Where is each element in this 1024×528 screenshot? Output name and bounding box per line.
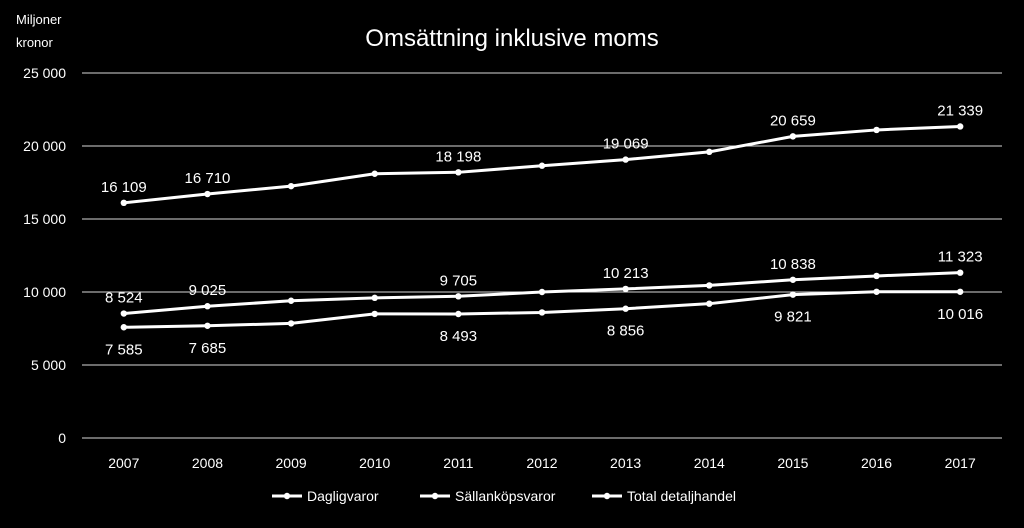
x-tick-label: 2007	[108, 455, 139, 471]
data-labels: 7 585 7 685 8 493 8 856 9 821 10 016 8 524 9 02…	[101, 102, 983, 358]
data-point-s-llank-psvaror	[873, 272, 880, 280]
x-tick-label: 2011	[443, 455, 473, 471]
data-label: 8 524	[105, 290, 143, 307]
data-point-total-detaljhandel	[538, 162, 546, 169]
data-point-s-llank-psvaror	[956, 269, 964, 276]
data-label: 9 705	[440, 272, 478, 289]
legend: Dagligvaror Sällanköpsvaror Total detaljha…	[272, 488, 736, 504]
x-tick-label: 2008	[192, 455, 223, 471]
data-point-dagligvaror	[789, 291, 797, 298]
data-label: 21 339	[937, 102, 983, 119]
data-point-total-detaljhandel	[204, 190, 211, 198]
y-axis-unit-line-1: Miljoner	[16, 12, 62, 27]
data-label: 16 109	[101, 179, 147, 196]
data-point-dagligvaror	[956, 288, 964, 295]
data-point-dagligvaror	[622, 305, 629, 312]
data-point-total-detaljhandel	[622, 156, 629, 163]
x-tick-label: 2015	[777, 455, 808, 471]
data-label: 8 856	[607, 323, 645, 340]
x-tick-label: 2010	[359, 455, 390, 471]
y-tick-label: 25 000	[23, 65, 66, 81]
legend-label-s-llank-psvaror: Sällanköpsvaror	[455, 488, 556, 504]
chart-title: Omsättning inklusive moms	[365, 25, 658, 52]
data-label: 19 069	[603, 136, 649, 153]
data-point-total-detaljhandel	[120, 199, 128, 207]
data-point-dagligvaror	[873, 288, 880, 295]
data-label: 7 685	[189, 340, 227, 357]
x-tick-label: 2013	[610, 455, 641, 471]
y-axis-unit-line-2: kronor	[16, 35, 54, 50]
data-label: 9 821	[774, 309, 812, 326]
y-tick-label: 0	[58, 430, 66, 446]
data-label: 10 016	[937, 306, 983, 323]
data-point-total-detaljhandel	[287, 182, 295, 190]
data-point-s-llank-psvaror	[622, 285, 629, 293]
data-label: 10 213	[603, 265, 649, 282]
data-label: 10 838	[770, 256, 816, 273]
data-point-dagligvaror	[120, 324, 128, 331]
gridlines	[82, 72, 1002, 439]
data-point-s-llank-psvaror	[538, 288, 546, 296]
y-tick-label: 15 000	[23, 211, 66, 227]
data-label: 11 323	[938, 249, 983, 266]
legend-marker-total-detaljhandel	[603, 492, 611, 500]
legend-marker-s-llank-psvaror	[431, 492, 439, 500]
data-point-s-llank-psvaror	[204, 303, 211, 310]
y-axis-ticks: 0 5 000 10 000 15 000 20 000 25 000	[23, 65, 66, 446]
data-label: 9 025	[189, 282, 227, 299]
data-point-dagligvaror	[204, 322, 211, 329]
legend-marker-dagligvaror	[283, 492, 291, 500]
data-point-s-llank-psvaror	[455, 293, 462, 300]
data-point-total-detaljhandel	[455, 169, 462, 176]
x-tick-label: 2017	[945, 455, 976, 471]
data-label: 8 493	[440, 328, 478, 345]
data-point-s-llank-psvaror	[120, 310, 128, 317]
data-point-s-llank-psvaror	[371, 294, 378, 302]
data-label: 7 585	[105, 341, 143, 358]
data-point-s-llank-psvaror	[706, 282, 713, 289]
x-tick-label: 2012	[526, 455, 557, 471]
legend-label-total-detaljhandel: Total detaljhandel	[627, 488, 736, 504]
y-tick-label: 20 000	[23, 138, 66, 154]
data-point-total-detaljhandel	[956, 123, 964, 130]
data-label: 18 198	[435, 148, 481, 165]
series-lines	[120, 123, 964, 331]
x-axis-ticks: 2007 2008 2009 2010 2011 2012 2013 2014 2015 2016…	[108, 455, 976, 471]
data-point-dagligvaror	[287, 320, 295, 327]
legend-label-dagligvaror: Dagligvaror	[307, 488, 379, 504]
y-tick-label: 10 000	[23, 284, 66, 300]
data-point-s-llank-psvaror	[789, 276, 797, 283]
x-tick-label: 2014	[694, 455, 725, 471]
data-point-dagligvaror	[371, 310, 378, 318]
data-point-total-detaljhandel	[706, 148, 713, 156]
data-point-dagligvaror	[706, 300, 713, 307]
data-point-dagligvaror	[538, 309, 546, 316]
data-point-total-detaljhandel	[789, 133, 797, 140]
data-label: 20 659	[770, 112, 816, 129]
data-point-dagligvaror	[455, 310, 462, 318]
y-tick-label: 5 000	[31, 357, 66, 373]
data-point-s-llank-psvaror	[287, 297, 295, 304]
data-point-total-detaljhandel	[873, 126, 880, 134]
data-point-total-detaljhandel	[371, 170, 378, 177]
x-tick-label: 2009	[276, 455, 307, 471]
data-label: 16 710	[185, 170, 231, 187]
x-tick-label: 2016	[861, 455, 892, 471]
